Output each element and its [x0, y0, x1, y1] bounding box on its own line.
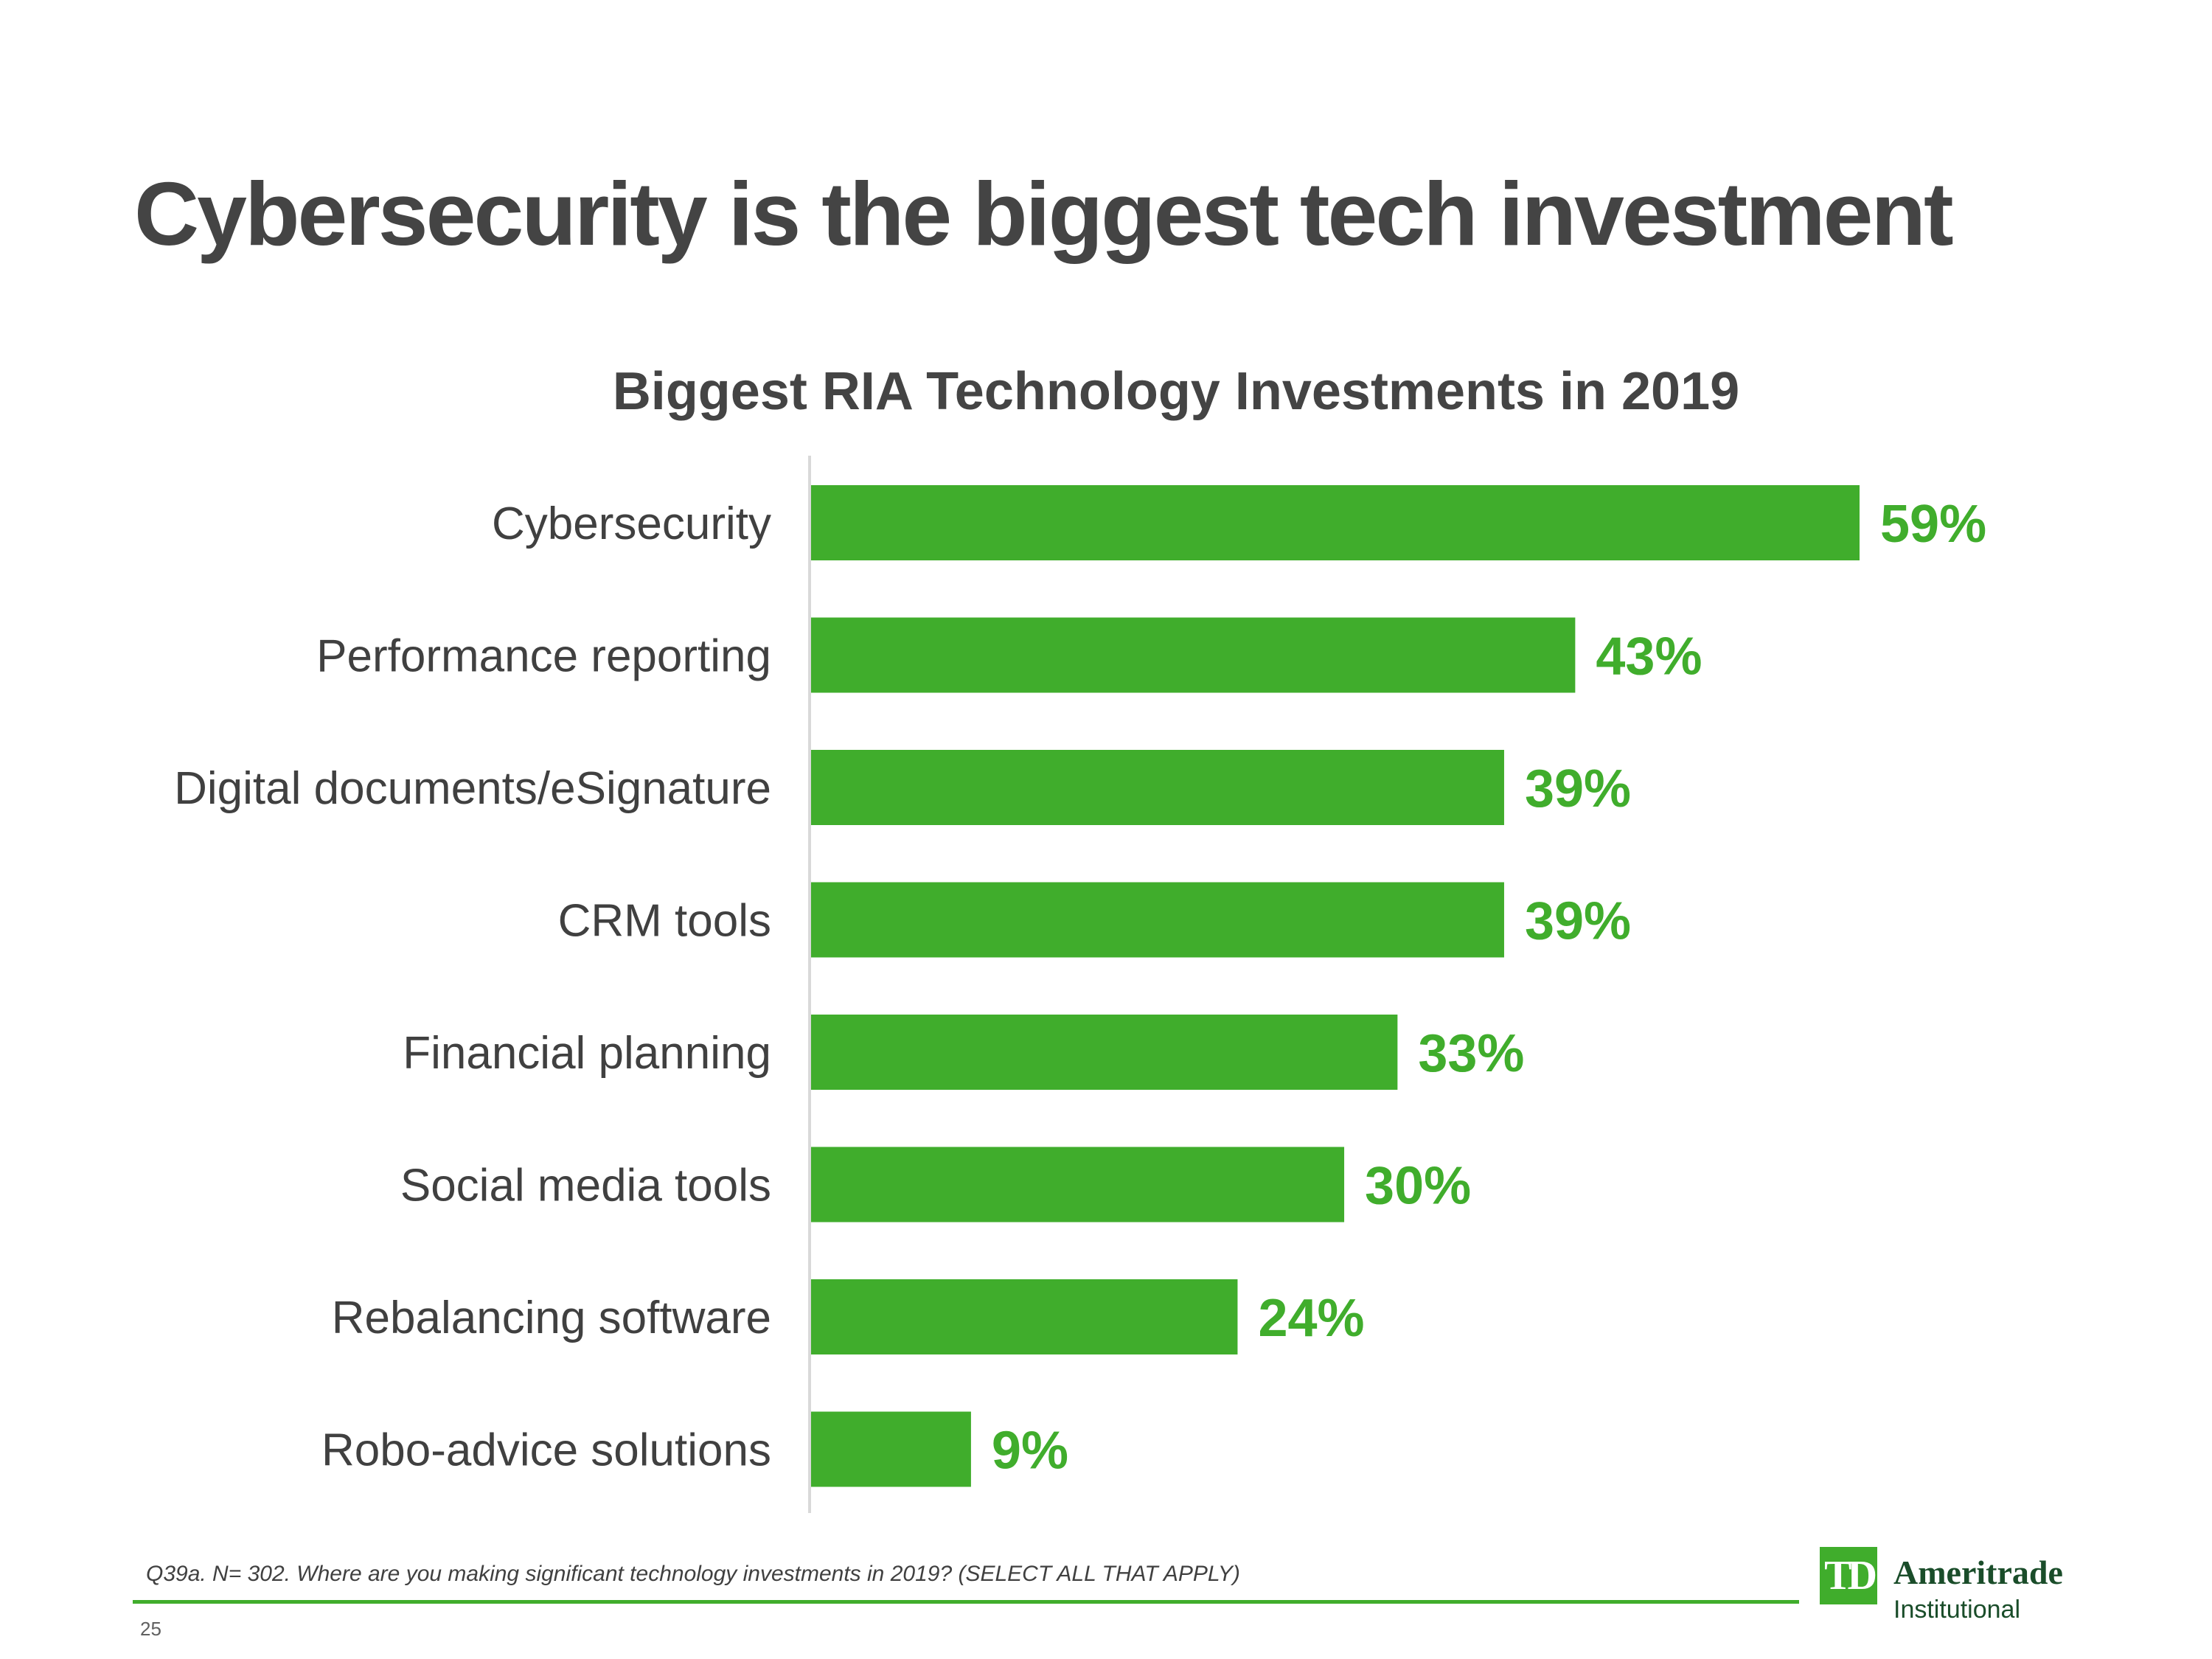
category-label: CRM tools	[558, 896, 771, 947]
bar	[811, 1147, 1345, 1222]
bar	[811, 882, 1504, 958]
bar	[811, 617, 1576, 693]
value-label: 30%	[1365, 1157, 1471, 1216]
bar	[811, 485, 1860, 560]
category-label: Performance reporting	[316, 631, 771, 682]
logo-subtitle: Institutional	[1893, 1596, 2020, 1624]
value-label: 59%	[1880, 495, 1986, 554]
category-labels: Cybersecurity Performance reporting Digita…	[174, 498, 771, 1476]
category-label: Robo-advice solutions	[321, 1425, 771, 1476]
bar	[811, 1411, 971, 1487]
bars	[811, 485, 1860, 1487]
value-label: 39%	[1525, 892, 1631, 951]
value-label: 43%	[1596, 627, 1702, 686]
bar	[811, 1279, 1238, 1354]
chart-title: Biggest RIA Technology Investments in 20…	[613, 362, 1739, 421]
slide-title: Cybersecurity is the biggest tech invest…	[134, 164, 1954, 264]
td-logo-mark: TD	[1820, 1547, 1877, 1604]
bar	[811, 1015, 1398, 1090]
value-labels: 59% 43% 39% 39% 33% 30% 24% 9%	[992, 495, 1986, 1481]
value-label: 33%	[1418, 1024, 1524, 1083]
survey-footnote: Q39a. N= 302. Where are you making signi…	[146, 1562, 1240, 1586]
category-label: Digital documents/eSignature	[174, 763, 771, 814]
value-label: 9%	[992, 1422, 1068, 1481]
footer-divider	[133, 1600, 1799, 1604]
logo-brand-name: Ameritrade	[1893, 1554, 2063, 1591]
value-label: 24%	[1258, 1289, 1364, 1348]
category-label: Rebalancing software	[332, 1293, 771, 1343]
page-number: 25	[140, 1618, 161, 1640]
bar	[811, 750, 1504, 825]
category-label: Social media tools	[400, 1161, 771, 1211]
category-label: Cybersecurity	[492, 498, 771, 549]
value-label: 39%	[1525, 759, 1631, 818]
category-label: Financial planning	[403, 1028, 771, 1079]
